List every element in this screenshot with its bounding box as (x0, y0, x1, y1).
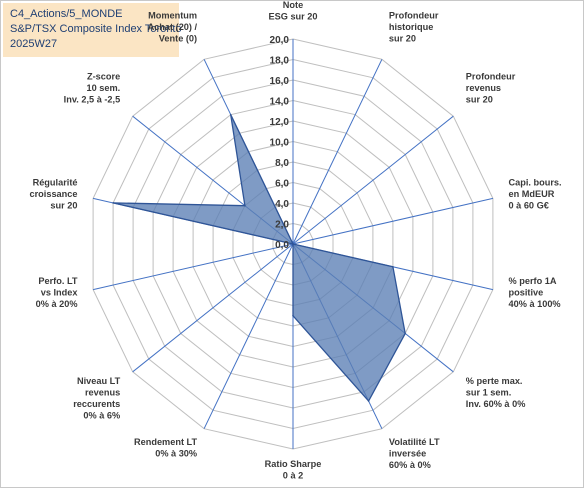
data-point (392, 266, 394, 268)
data-series-area (112, 114, 406, 403)
axis-spoke (292, 115, 454, 245)
radial-tick-label: 16,0 (270, 76, 290, 87)
radial-tick-label: 4,0 (275, 199, 289, 210)
axis-label: Profondeur revenus sur 20 (466, 72, 516, 105)
title-line-1: C4_Actions/5_MONDE (10, 8, 123, 20)
data-point (244, 204, 246, 207)
axis-spoke (292, 197, 494, 245)
axis-spoke (292, 59, 383, 245)
axis-label: Profondeur historique sur 20 (389, 10, 439, 43)
data-point (292, 243, 294, 245)
axis-label: % perte max. sur 1 sem. Inv. 60% à 0% (466, 376, 526, 409)
axis-label: Ratio Sharpe 0 à 2 (265, 459, 322, 481)
axis-spoke (92, 243, 294, 291)
data-point (112, 202, 114, 204)
axis-label: Momentum Achat (20) / Vente (0) (148, 10, 198, 43)
title-line-3: 2025W27 (10, 38, 58, 50)
axis-label: Note ESG sur 20 (268, 1, 317, 22)
data-point (404, 332, 407, 335)
axis-spoke (132, 243, 294, 373)
radial-tick-label: 10,0 (270, 138, 290, 149)
axis-label: % perfo 1A positive 40% à 100% (509, 276, 561, 309)
axis-label: Volatilité LT inversée 60% à 0% (389, 437, 440, 470)
title-line-2: S&P/TSX Composite Index Toronto (10, 23, 182, 35)
chart-title-box: C4_Actions/5_MONDE S&P/TSX Composite Ind… (3, 3, 182, 57)
data-point (229, 113, 232, 116)
radial-tick-label: 8,0 (275, 158, 289, 169)
radial-tick-label: 2,0 (275, 220, 289, 231)
radial-tick-label: 0,0 (275, 240, 289, 251)
data-point (367, 400, 370, 402)
axis-label: Perfo. LT vs Index 0% à 20% (36, 276, 79, 309)
axis-label: Rendement LT 0% à 30% (134, 437, 198, 459)
data-point (292, 315, 294, 317)
radial-tick-label: 20,0 (270, 35, 290, 46)
axis-label: Capi. bours. en MdEUR 0 à 60 G€ (509, 178, 562, 211)
radial-tick-label: 14,0 (270, 97, 290, 108)
axis-label: Niveau LT revenus reccurents 0% à 6% (73, 376, 120, 421)
axis-spoke (203, 243, 294, 429)
radial-tick-label: 18,0 (270, 56, 290, 67)
radial-tick-label: 12,0 (270, 117, 290, 128)
axis-label: Z-score 10 sem. Inv. 2,5 à -2,5 (64, 72, 121, 105)
radial-tick-label: 6,0 (275, 179, 289, 190)
axis-label: Régularité croissance sur 20 (29, 178, 77, 211)
